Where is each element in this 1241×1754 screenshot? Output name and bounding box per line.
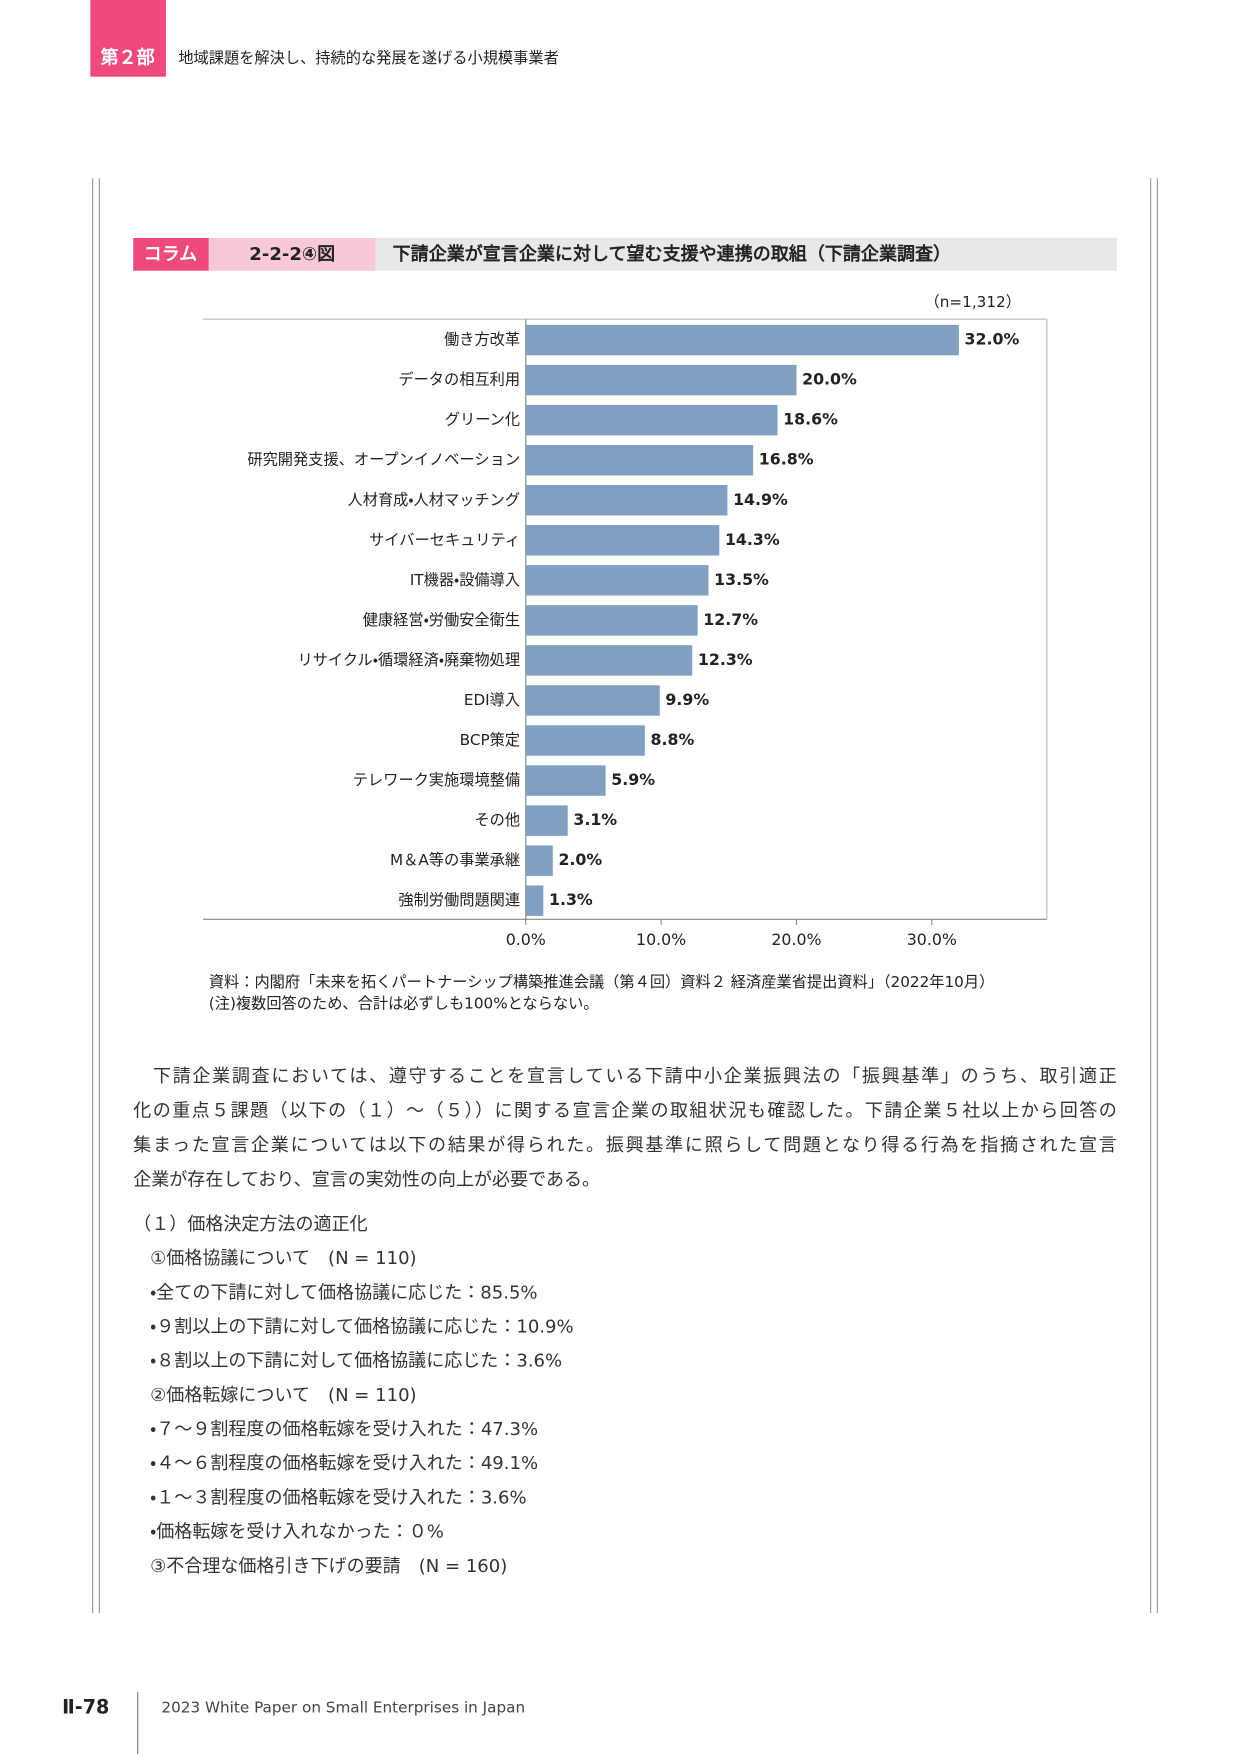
bar	[525, 565, 709, 596]
value-label: 14.9%	[733, 490, 788, 509]
bar	[525, 404, 778, 436]
bar	[525, 685, 660, 716]
category-label: EDI導入	[464, 691, 520, 709]
list-item: ・９割以上の下請に対して価格協議に応じた：10.9%	[150, 1317, 574, 1338]
column-tag-box	[133, 238, 209, 271]
list-item: ・全ての下請に対して価格協議に応じた：85.5%	[150, 1282, 537, 1303]
value-label: 1.3%	[549, 890, 593, 909]
footer-title: 2023 White Paper on Small Enterprises in…	[161, 1698, 525, 1716]
bar	[525, 805, 568, 836]
bar	[525, 765, 606, 796]
category-label: リサイクル・循環経済・廃棄物処理	[297, 651, 520, 669]
value-label: 5.9%	[611, 770, 655, 789]
bar	[525, 364, 797, 396]
value-label: 2.0%	[558, 850, 602, 869]
bar	[525, 324, 959, 356]
figure-title-box	[375, 238, 1117, 271]
column-borders	[92, 178, 1158, 1614]
paragraph-line: 集まった宣言企業については以下の結果が得られた。振興基準に照らして問題となり得る…	[133, 1135, 1117, 1156]
category-label: 研究開発支援、オープンイノベーション	[247, 451, 520, 469]
x-tick-label: 10.0%	[636, 930, 686, 949]
bar	[525, 645, 693, 676]
category-label: その他	[474, 811, 520, 829]
list-item: （１）価格決定方法の適正化	[133, 1214, 367, 1235]
paragraph-line: 企業が存在しており、宣言の実効性の向上が必要である。	[133, 1169, 600, 1190]
category-label: データの相互利用	[398, 371, 520, 389]
bar	[525, 444, 754, 476]
category-label: BCP策定	[460, 731, 520, 749]
bar	[525, 525, 720, 556]
source-note: 資料：内閣府「未来を拓くパートナーシップ構築推進会議（第４回）資料２ 経済産業省…	[209, 973, 995, 991]
value-label: 14.3%	[725, 530, 780, 549]
bar	[525, 885, 544, 916]
remark-note: (注)複数回答のため、合計は必ずしも100%とならない。	[209, 994, 599, 1012]
list-item: ①価格協議について (N = 110)	[150, 1248, 416, 1269]
figure-number: 2-2-2④図	[249, 244, 335, 265]
list-item: ・７～９割程度の価格転嫁を受け入れた：47.3%	[150, 1419, 538, 1440]
paragraph-line: 下請企業調査においては、遵守することを宣言している下請中小企業振興法の「振興基準…	[133, 1066, 1117, 1087]
list-item: ③不合理な価格引き下げの要請 (N = 160)	[150, 1556, 507, 1577]
x-tick-label: 0.0%	[506, 930, 546, 949]
category-label: 働き方改革	[444, 331, 520, 349]
column-tag: コラム	[144, 244, 198, 265]
page-number: Ⅱ-78	[62, 1695, 109, 1718]
value-label: 12.7%	[703, 610, 758, 629]
bar	[525, 485, 728, 516]
value-label: 12.3%	[698, 650, 753, 669]
value-label: 16.8%	[759, 450, 814, 469]
category-label: 強制労働問題関連	[398, 891, 520, 909]
value-label: 9.9%	[665, 690, 709, 709]
value-label: 20.0%	[802, 370, 857, 389]
category-label: M＆A等の事業承継	[390, 851, 520, 869]
figure-number-box	[208, 238, 376, 271]
paragraph-line: 化の重点５課題（以下の（１）～（５））に関する宣言企業の取組状況も確認した。下請…	[133, 1101, 1117, 1122]
value-label: 13.5%	[714, 570, 769, 589]
category-label: IT機器・設備導入	[410, 571, 520, 589]
part-badge	[90, 0, 166, 77]
category-label: テレワーク実施環境整備	[353, 771, 520, 789]
category-label: グリーン化	[445, 411, 520, 429]
value-label: 3.1%	[573, 810, 617, 829]
category-label: 人材育成・人材マッチング	[348, 491, 521, 509]
header-title: 地域課題を解決し、持続的な発展を遂げる小規模事業者	[178, 49, 558, 67]
category-label: 健康経営・労働安全衛生	[363, 611, 520, 629]
list-item: ・８割以上の下請に対して価格協議に応じた：3.6%	[150, 1351, 562, 1372]
part-label: 第２部	[101, 47, 155, 69]
sample-size: （n=1,312）	[925, 293, 1021, 311]
bar	[525, 605, 698, 636]
value-label: 32.0%	[965, 330, 1020, 349]
bar	[525, 845, 553, 876]
figure-title: 下請企業が宣言企業に対して望む支援や連携の取組（下請企業調査）	[393, 243, 951, 265]
x-tick-label: 20.0%	[771, 930, 821, 949]
category-label: サイバーセキュリティ	[369, 531, 520, 549]
list-item: ②価格転嫁について (N = 110)	[150, 1385, 416, 1406]
list-item: ・１～３割程度の価格転嫁を受け入れた：3.6%	[150, 1487, 527, 1508]
bar	[525, 725, 645, 756]
value-label: 18.6%	[783, 410, 838, 429]
list-item: ・価格転嫁を受け入れなかった：０%	[150, 1522, 444, 1543]
value-label: 8.8%	[651, 730, 695, 749]
list-item: ・４～６割程度の価格転嫁を受け入れた：49.1%	[150, 1453, 538, 1474]
x-tick-label: 30.0%	[907, 930, 957, 949]
